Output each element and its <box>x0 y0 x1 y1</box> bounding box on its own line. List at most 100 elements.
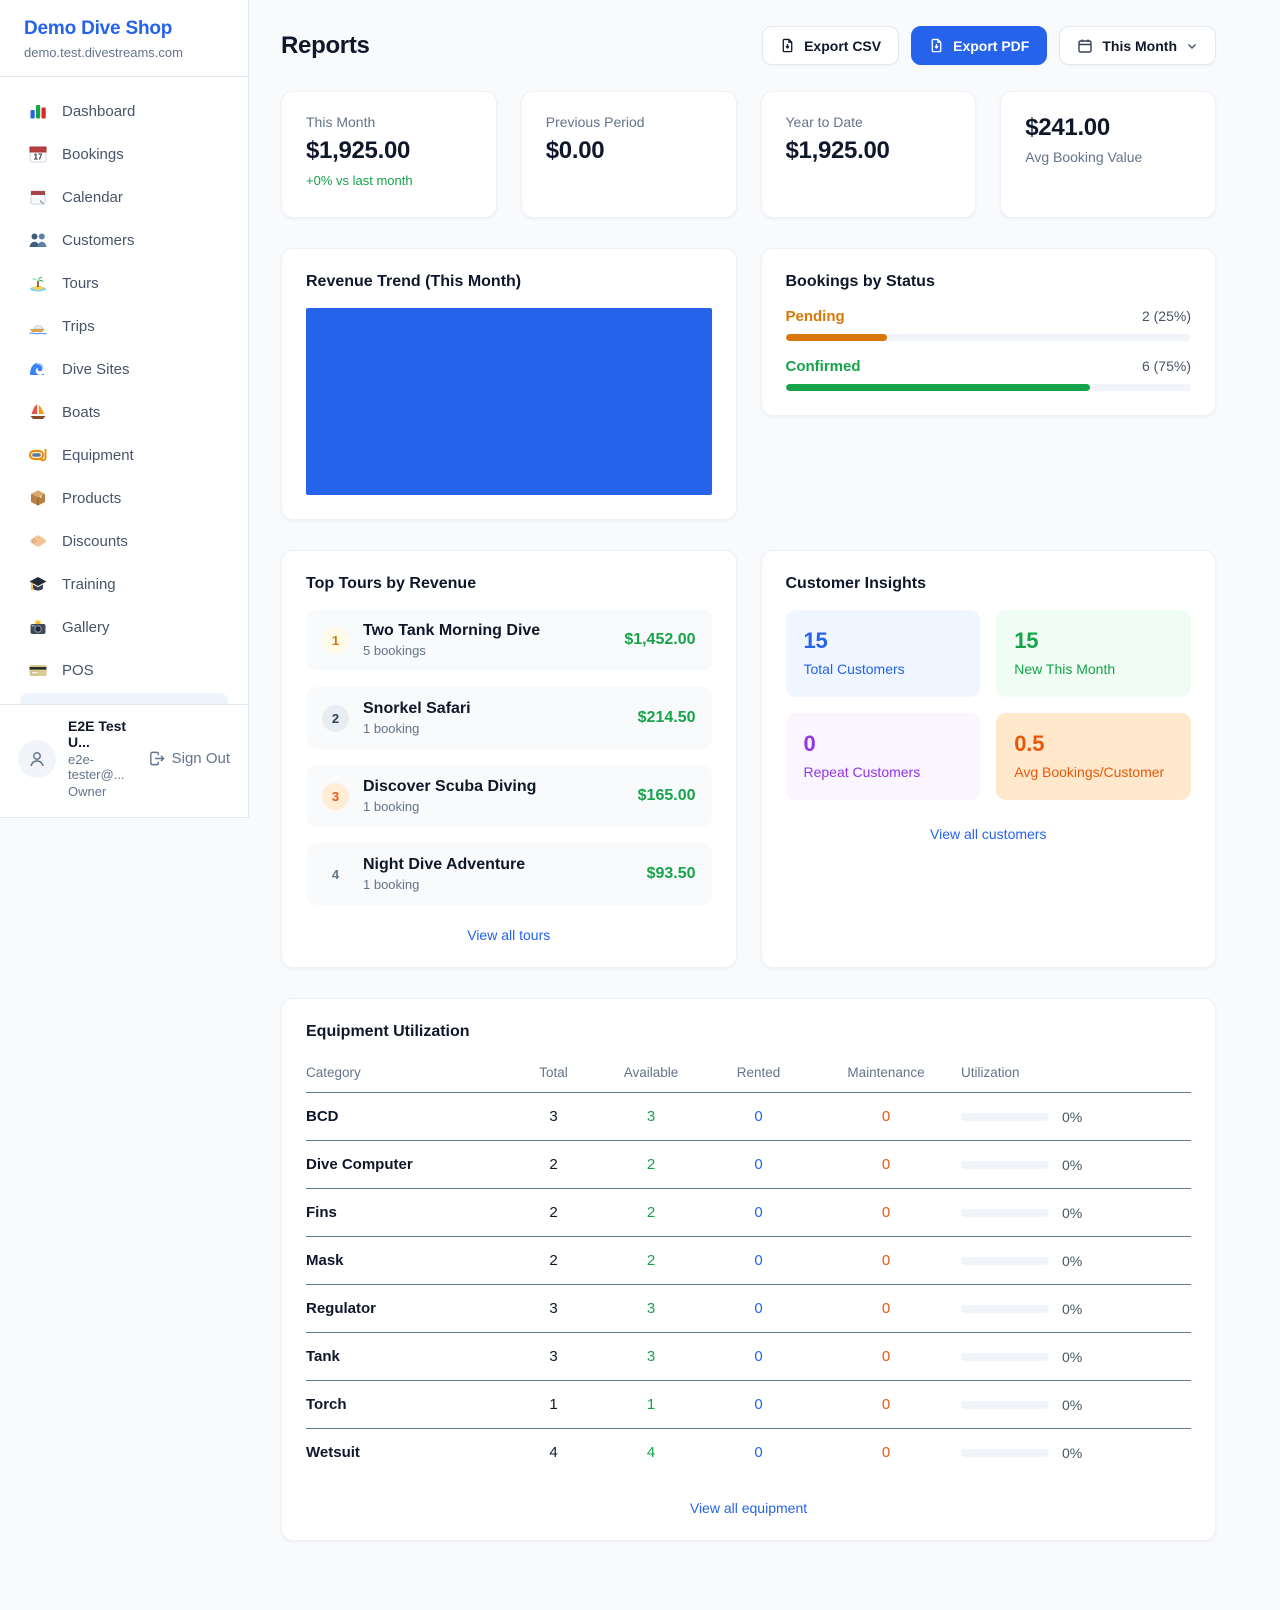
view-all-equipment-link[interactable]: View all equipment <box>689 1500 808 1516</box>
status-bar-track <box>785 334 1191 341</box>
cell-rented: 0 <box>706 1380 811 1429</box>
revenue-trend-title: Revenue Trend (This Month) <box>306 273 522 290</box>
header-actions: Export CSV Export PDF This Month <box>762 26 1216 65</box>
stat-value: $1,925.00 <box>785 137 890 164</box>
sidebar-item-label: Customers <box>62 231 135 249</box>
desert-island-icon <box>28 273 48 293</box>
utilization-bar <box>961 1160 1049 1169</box>
cell-rented: 0 <box>706 1236 811 1285</box>
utilization-label: 0% <box>1062 1108 1083 1125</box>
stat-delta: +0% vs last month <box>306 173 413 188</box>
stat-card-this-month: This Month $1,925.00 +0% vs last month <box>281 91 497 218</box>
tour-amount: $93.50 <box>646 865 696 882</box>
sidebar-item-customers[interactable]: Customers <box>10 220 238 260</box>
bookings-status-card: Bookings by Status Pending 2 (25%) Confi… <box>760 248 1216 416</box>
cell-category: Mask <box>306 1236 511 1285</box>
cell-utilization: 0% <box>961 1236 1191 1285</box>
status-row-confirmed: Confirmed 6 (75%) <box>785 358 1191 391</box>
status-bar-fill <box>785 334 887 341</box>
cell-maintenance: 0 <box>811 1092 961 1141</box>
cell-available: 1 <box>596 1380 706 1429</box>
sidebar-item-pos[interactable]: POS <box>10 650 238 690</box>
sign-out-button[interactable]: Sign Out <box>148 750 230 767</box>
tour-amount: $214.50 <box>637 709 696 726</box>
calendar-date-icon: 17 <box>28 144 48 164</box>
utilization-label: 0% <box>1062 1300 1083 1317</box>
cell-total: 3 <box>511 1092 596 1141</box>
cell-maintenance: 0 <box>811 1236 961 1285</box>
cell-utilization: 0% <box>961 1332 1191 1381</box>
cell-category: Fins <box>306 1188 511 1237</box>
cell-available: 3 <box>596 1284 706 1333</box>
sidebar-item-discounts[interactable]: Discounts <box>10 521 238 561</box>
sailboat-icon <box>28 402 48 422</box>
stat-label: Avg Booking Value <box>1025 149 1143 165</box>
sidebar-item-label: Boats <box>62 403 101 421</box>
shop-domain: demo.test.divestreams.com <box>24 45 183 60</box>
tile-value: 0.5 <box>1014 731 1045 756</box>
stat-value: $1,925.00 <box>306 137 411 164</box>
sidebar-item-training[interactable]: Training <box>10 564 238 604</box>
period-dropdown[interactable]: This Month <box>1059 26 1216 65</box>
calendar-icon <box>1078 39 1093 53</box>
top-tours-title: Top Tours by Revenue <box>306 575 477 592</box>
sidebar-item-bookings[interactable]: 17 Bookings <box>10 134 238 174</box>
tour-row: 4 Night Dive Adventure 1 booking $93.50 <box>306 843 712 905</box>
utilization-bar <box>961 1208 1049 1217</box>
sidebar-item-products[interactable]: Products <box>10 478 238 518</box>
table-row: Mask 2 2 0 0 0% <box>306 1236 1191 1285</box>
sidebar: Demo Dive Shop demo.test.divestreams.com… <box>0 0 249 818</box>
charts-row: Revenue Trend (This Month) Bookings by S… <box>281 248 1216 520</box>
tile-label: New This Month <box>1014 661 1116 677</box>
cell-rented: 0 <box>706 1092 811 1141</box>
utilization-label: 0% <box>1062 1348 1083 1365</box>
user-role: Owner <box>68 784 107 799</box>
cell-utilization: 0% <box>961 1284 1191 1333</box>
utilization-label: 0% <box>1062 1252 1083 1269</box>
view-all-tours-link[interactable]: View all tours <box>467 927 551 943</box>
stat-value: $0.00 <box>545 137 605 164</box>
cell-available: 2 <box>596 1236 706 1285</box>
sidebar-item-tours[interactable]: Tours <box>10 263 238 303</box>
svg-text:17: 17 <box>34 153 43 162</box>
utilization-bar <box>961 1112 1049 1121</box>
sidebar-item-calendar[interactable]: Calendar <box>10 177 238 217</box>
insight-tiles: 15 Total Customers 15 New This Month 0 R… <box>785 610 1191 800</box>
sidebar-item-trips[interactable]: Trips <box>10 306 238 346</box>
sidebar-item-label: Discounts <box>62 532 128 550</box>
cell-available: 3 <box>596 1092 706 1141</box>
sidebar-item-boats[interactable]: Boats <box>10 392 238 432</box>
utilization-bar <box>961 1448 1049 1457</box>
sidebar-item-reports-active-partial[interactable] <box>20 693 228 704</box>
sidebar-item-equipment[interactable]: Equipment <box>10 435 238 475</box>
utilization-bar <box>961 1304 1049 1313</box>
insight-tile-new-this-month: 15 New This Month <box>996 610 1191 697</box>
sidebar-item-gallery[interactable]: Gallery <box>10 607 238 647</box>
cell-total: 1 <box>511 1380 596 1429</box>
stat-label: Previous Period <box>545 114 645 130</box>
user-name: E2E Test U... <box>68 718 127 750</box>
rank-badge: 1 <box>322 626 349 654</box>
sidebar-item-dive-sites[interactable]: Dive Sites <box>10 349 238 389</box>
equipment-title: Equipment Utilization <box>306 1023 470 1040</box>
cell-maintenance: 0 <box>881 1444 891 1461</box>
column-header-rented: Rented <box>706 1057 811 1093</box>
cell-category: Wetsuit <box>306 1444 360 1461</box>
revenue-trend-chart <box>306 308 712 495</box>
stat-card-year-to-date: Year to Date $1,925.00 <box>760 91 977 218</box>
export-pdf-button[interactable]: Export PDF <box>911 26 1048 65</box>
stat-label: This Month <box>306 114 376 130</box>
status-row-pending: Pending 2 (25%) <box>785 308 1191 341</box>
sidebar-item-dashboard[interactable]: Dashboard <box>10 91 238 131</box>
cell-maintenance: 0 <box>811 1332 961 1381</box>
sidebar-item-label: Trips <box>62 317 95 335</box>
customer-insights-title: Customer Insights <box>785 575 926 592</box>
insight-tile-repeat-customers: 0 Repeat Customers <box>785 713 981 800</box>
sidebar-nav: Dashboard 17 Bookings Calendar Customers <box>0 77 248 704</box>
view-all-customers-link[interactable]: View all customers <box>930 826 1047 842</box>
utilization-bar <box>961 1352 1049 1361</box>
sidebar-item-label: Bookings <box>62 145 124 163</box>
cell-total: 2 <box>511 1140 596 1189</box>
credit-card-icon <box>28 660 48 680</box>
export-csv-button[interactable]: Export CSV <box>762 26 900 65</box>
